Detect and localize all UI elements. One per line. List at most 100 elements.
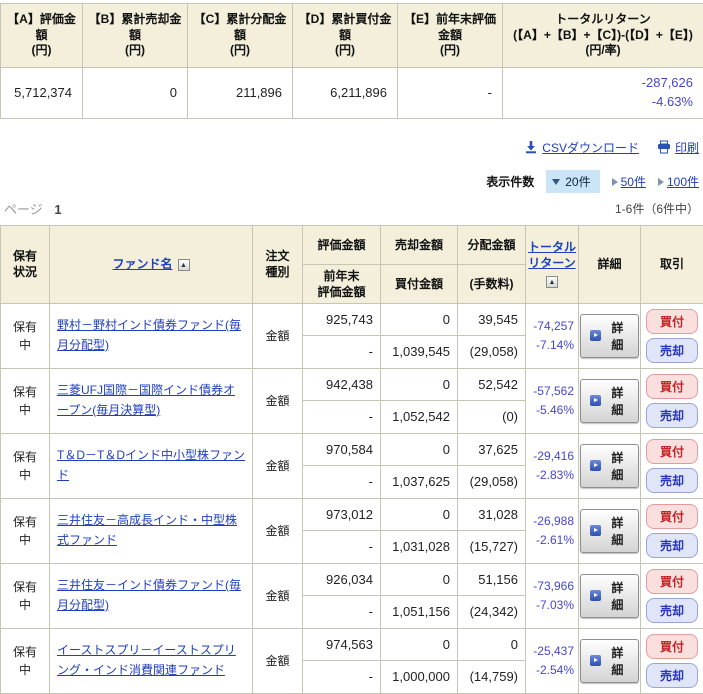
total-return-sort-link[interactable]: トータル リターン [528,240,576,270]
display-count-row: 表示件数 20件 50件 100件 [0,171,699,193]
sell-button[interactable]: 売却 [646,663,698,688]
buy-button[interactable]: 買付 [646,439,698,464]
summary-cumulative-buy-value: 6,211,896 [293,68,398,119]
header-trade: 取引 [641,225,703,303]
fund-name-link[interactable]: 野村－野村インド債券ファンド(毎月分配型) [57,318,241,352]
distribution-amount: 39,545 [458,303,526,336]
valuation-amount: 925,743 [303,303,381,336]
fee-amount: (14,759) [458,661,526,694]
detail-arrow-icon [590,525,601,536]
option-marker-icon [658,178,664,186]
detail-button[interactable]: 詳細 [580,509,639,553]
summary-valuation-value: 5,712,374 [1,68,83,119]
total-return-cell: -25,437-2.54% [526,628,579,693]
count-option-20[interactable]: 20件 [546,170,599,193]
header-prev-year-valuation: 前年末 評価金額 [303,264,381,303]
sell-button[interactable]: 売却 [646,598,698,623]
detail-arrow-icon [590,330,601,341]
fee-amount: (24,342) [458,596,526,629]
header-fee: (手数料) [458,264,526,303]
fund-name-sort-link[interactable]: ファンド名 [112,257,172,271]
printer-icon [657,140,671,154]
pagination: ページ 1 [4,199,62,218]
fund-name-link[interactable]: イーストスプリ－イーストスプリング・インド消費関連ファンド [57,643,236,677]
count-option-50[interactable]: 50件 [612,173,646,191]
buy-button[interactable]: 買付 [646,504,698,529]
holding-status: 保有中 [1,563,50,628]
fee-amount: (29,058) [458,466,526,499]
detail-button[interactable]: 詳細 [580,314,639,358]
toolbar: CSVダウンロード 印刷 [0,139,699,156]
print-link[interactable]: 印刷 [657,139,699,156]
valuation-amount: 970,584 [303,433,381,466]
order-type: 金額 [253,628,303,693]
fund-name-cell: イーストスプリ－イーストスプリング・インド消費関連ファンド [50,628,253,693]
current-page-number: 1 [54,202,61,217]
valuation-amount: 973,012 [303,498,381,531]
buy-button[interactable]: 買付 [646,569,698,594]
sell-button[interactable]: 売却 [646,338,698,363]
distribution-amount: 51,156 [458,563,526,596]
detail-button[interactable]: 詳細 [580,379,639,423]
fund-name-cell: 三菱UFJ国際－国際インド債券オープン(毎月決算型) [50,368,253,433]
sell-button[interactable]: 売却 [646,468,698,493]
sort-asc-icon[interactable]: ▲ [546,276,558,288]
detail-arrow-icon [590,590,601,601]
table-row: 保有中 三菱UFJ国際－国際インド債券オープン(毎月決算型) 金額 942,43… [1,368,703,401]
summary-cumulative-distribution-value: 211,896 [188,68,293,119]
summary-total-return-value: -287,626 -4.63% [503,68,703,119]
distribution-amount: 31,028 [458,498,526,531]
order-type: 金額 [253,563,303,628]
detail-button[interactable]: 詳細 [580,444,639,488]
pagination-row: ページ 1 1-6件（6件中） [4,200,699,217]
table-row: 保有中 イーストスプリ－イーストスプリング・インド消費関連ファンド 金額 974… [1,628,703,661]
fund-name-link[interactable]: 三菱UFJ国際－国際インド債券オープン(毎月決算型) [57,383,235,417]
holdings-table: 保有 状況 ファンド名▲ 注文 種別 評価金額 売却金額 分配金額 トータル リ… [0,225,703,694]
prev-year-valuation: - [303,466,381,499]
prev-year-valuation: - [303,531,381,564]
trade-cell: 買付 売却 [641,628,703,693]
page-label: ページ [4,202,43,217]
fund-name-cell: 三井住友－高成長インド・中型株式ファンド [50,498,253,563]
count-option-100[interactable]: 100件 [658,173,699,191]
buy-button[interactable]: 買付 [646,634,698,659]
summary-header-cumulative-distribution: 【C】累計分配金額(円) [188,4,293,68]
header-order-type: 注文 種別 [253,225,303,303]
buy-button[interactable]: 買付 [646,374,698,399]
valuation-amount: 942,438 [303,368,381,401]
summary-header-prev-year-valuation: 【E】前年末評価金額(円) [398,4,503,68]
sell-amount: 0 [381,368,458,401]
header-status: 保有 状況 [1,225,50,303]
fund-name-link[interactable]: 三井住友－インド債券ファンド(毎月分配型) [57,578,241,612]
detail-button[interactable]: 詳細 [580,639,639,683]
order-type: 金額 [253,498,303,563]
prev-year-valuation: - [303,596,381,629]
header-total-return: トータル リターン ▲ [526,225,579,303]
fund-name-link[interactable]: 三井住友－高成長インド・中型株式ファンド [57,513,237,547]
fund-name-cell: T＆D－T＆Dインド中小型株ファンド [50,433,253,498]
csv-download-link[interactable]: CSVダウンロード [524,139,639,156]
fee-amount: (15,727) [458,531,526,564]
sell-button[interactable]: 売却 [646,533,698,558]
detail-cell: 詳細 [579,498,641,563]
distribution-amount: 37,625 [458,433,526,466]
header-valuation: 評価金額 [303,225,381,264]
display-count-label: 表示件数 [486,173,534,190]
fund-name-link[interactable]: T＆D－T＆Dインド中小型株ファンド [57,448,245,482]
holding-status: 保有中 [1,628,50,693]
header-detail: 詳細 [579,225,641,303]
buy-button[interactable]: 買付 [646,309,698,334]
prev-year-valuation: - [303,401,381,434]
holding-status: 保有中 [1,303,50,368]
header-sell-amount: 売却金額 [381,225,458,264]
detail-cell: 詳細 [579,628,641,693]
table-row: 保有中 T＆D－T＆Dインド中小型株ファンド 金額 970,584 0 37,6… [1,433,703,466]
detail-button[interactable]: 詳細 [580,574,639,618]
detail-cell: 詳細 [579,368,641,433]
buy-amount: 1,051,156 [381,596,458,629]
sort-asc-icon[interactable]: ▲ [178,259,190,271]
buy-amount: 1,052,542 [381,401,458,434]
sell-button[interactable]: 売却 [646,403,698,428]
summary-header-total-return: トータルリターン (【A】+【B】+【C】)-(【D】+【E】) (円/率) [503,4,703,68]
